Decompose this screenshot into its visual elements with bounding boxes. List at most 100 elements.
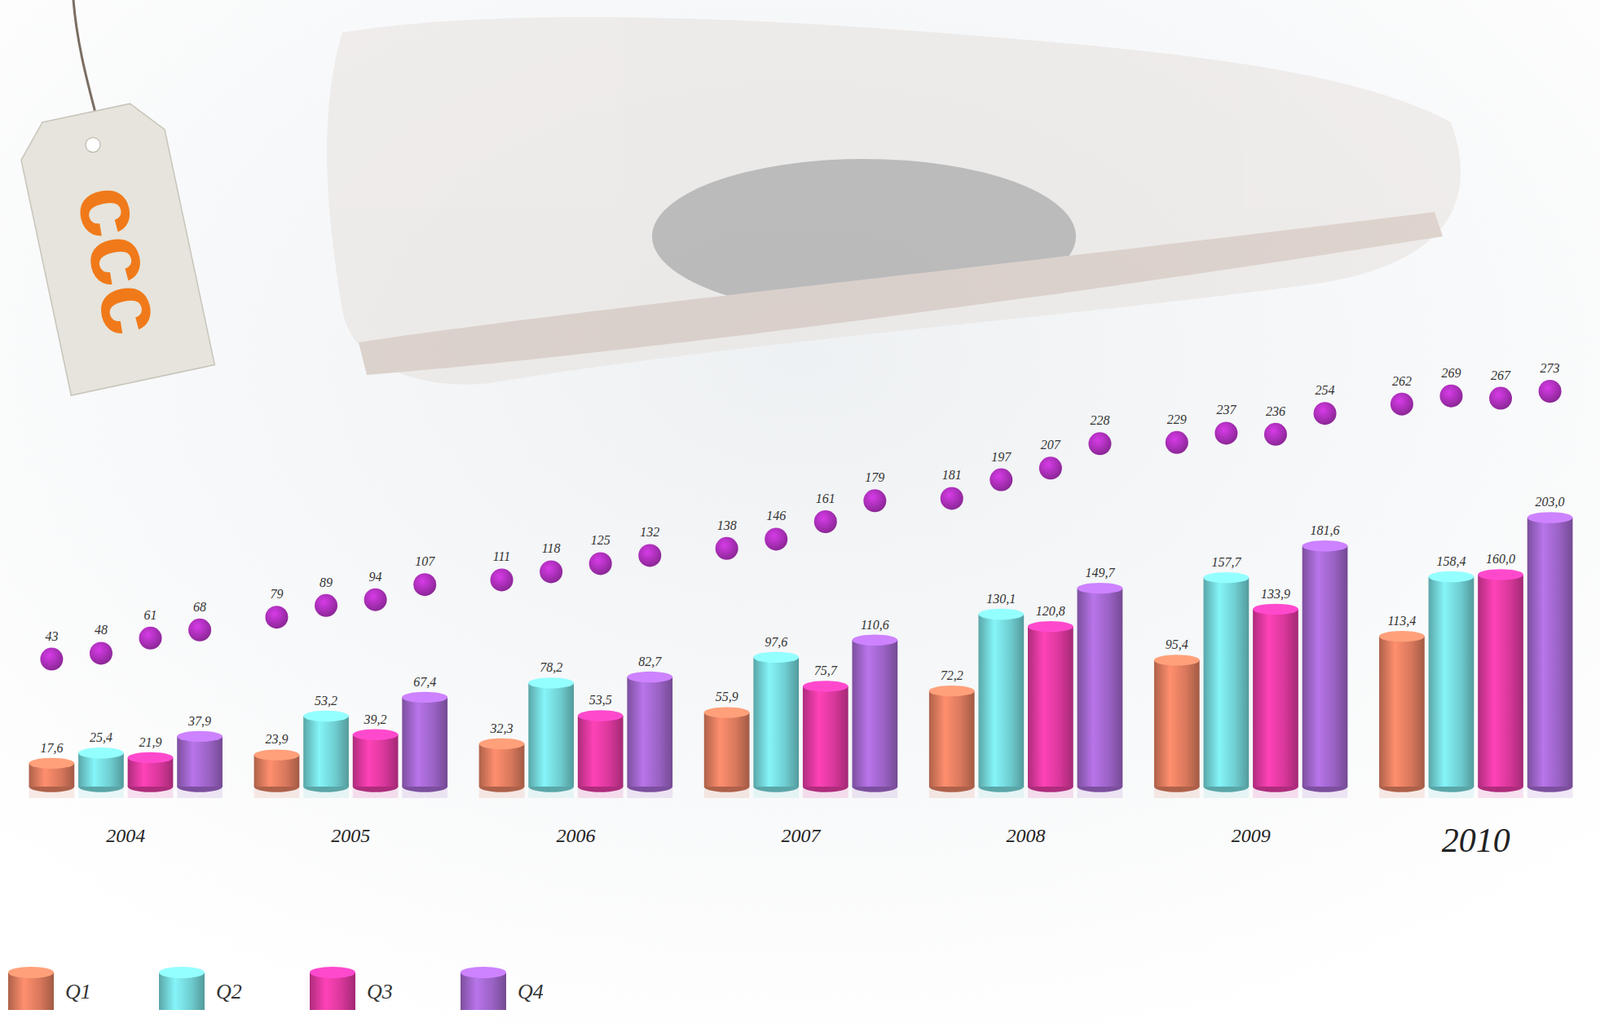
bar-label: 113,4 xyxy=(1387,613,1416,628)
bar-label: 110,6 xyxy=(860,617,890,632)
bar-cap xyxy=(479,738,525,750)
legend-item: Q1 xyxy=(8,966,92,1010)
dot-label: 181 xyxy=(942,467,962,482)
plot-area xyxy=(29,379,1574,798)
tag-string xyxy=(73,0,98,123)
dot-label: 146 xyxy=(766,508,786,523)
logo-text: ccc xyxy=(57,176,187,344)
bar-cap xyxy=(802,680,849,692)
legend-label: Q3 xyxy=(366,979,393,1004)
dot xyxy=(1088,431,1111,455)
bar-cap xyxy=(1428,571,1475,582)
bar-label: 25,4 xyxy=(89,730,113,745)
legend-swatch-cap xyxy=(8,966,54,979)
dot-label: 107 xyxy=(414,554,436,569)
bar xyxy=(753,656,799,787)
dot-label: 236 xyxy=(1265,404,1286,419)
dot-label: 207 xyxy=(1040,437,1062,452)
shoe-body xyxy=(326,17,1461,384)
bar-label: 203,0 xyxy=(1535,494,1565,509)
dot-label: 197 xyxy=(991,449,1012,464)
bar-label: 82,7 xyxy=(638,654,662,669)
dot xyxy=(364,588,388,612)
background xyxy=(0,0,1600,1023)
category-label: 2008 xyxy=(1006,824,1046,847)
category-label: 2005 xyxy=(330,824,371,847)
bar xyxy=(352,734,399,787)
legend-swatch-cap xyxy=(309,966,356,979)
bar-cap xyxy=(1077,582,1124,594)
shoe-sketch xyxy=(326,17,1461,384)
shoe-sole xyxy=(358,211,1443,375)
category-label: 2009 xyxy=(1231,824,1271,847)
dot xyxy=(589,551,613,575)
dot-label: 61 xyxy=(144,608,158,622)
dot-label: 68 xyxy=(193,599,207,614)
dot xyxy=(39,647,63,671)
tag-card xyxy=(14,97,216,396)
bar xyxy=(577,715,624,787)
bar-cap xyxy=(528,677,574,688)
chart: ccc17,623,932,355,972,295,4113,425,453,2… xyxy=(0,0,1600,1023)
bar-cap xyxy=(1027,621,1074,632)
dot xyxy=(1538,379,1562,403)
bar-cap xyxy=(401,692,448,703)
dot xyxy=(863,489,886,512)
bar xyxy=(1527,517,1574,787)
legend-swatch-cap xyxy=(158,966,205,979)
bar-label: 23,9 xyxy=(264,731,288,746)
bar-cap xyxy=(851,634,898,646)
category-label: 2007 xyxy=(781,824,822,847)
bar-label: 32,3 xyxy=(489,721,514,736)
bar-cap xyxy=(1527,511,1574,523)
dot-label: 118 xyxy=(542,541,561,556)
dot-label: 228 xyxy=(1089,413,1110,428)
bar-cap xyxy=(978,608,1024,620)
dot-label: 262 xyxy=(1392,374,1412,388)
dot-label: 254 xyxy=(1315,383,1336,397)
dot xyxy=(413,573,437,596)
bar xyxy=(1077,588,1124,787)
bar xyxy=(626,677,673,787)
bar xyxy=(1302,546,1349,787)
dot xyxy=(638,543,662,567)
bar xyxy=(1379,636,1425,787)
bar xyxy=(303,716,349,787)
dot xyxy=(539,559,563,583)
bar-label: 97,6 xyxy=(764,634,788,649)
legend-label: Q4 xyxy=(517,979,544,1004)
bar-label: 72,2 xyxy=(940,668,964,683)
bar-cap xyxy=(1379,630,1425,642)
bar-cap xyxy=(78,747,124,759)
bar xyxy=(802,686,849,787)
bar-label: 21,9 xyxy=(139,735,163,750)
dot xyxy=(989,468,1013,492)
category-label: 2006 xyxy=(555,824,596,847)
dot xyxy=(1439,384,1463,408)
legend-swatch-cap xyxy=(460,966,507,979)
dot-label: 79 xyxy=(269,586,283,601)
bar-cap xyxy=(929,685,975,697)
legend-item: Q3 xyxy=(309,966,393,1010)
bar-label: 55,9 xyxy=(715,689,739,704)
dot xyxy=(264,605,288,629)
bar-cap xyxy=(753,652,799,663)
bar-label: 75,7 xyxy=(814,663,838,678)
bar xyxy=(929,691,975,787)
dot xyxy=(89,641,113,665)
dot xyxy=(1039,456,1063,480)
dot xyxy=(1390,392,1414,416)
bar-cap xyxy=(127,752,174,763)
tag-hole xyxy=(83,136,102,154)
bar xyxy=(528,683,574,787)
legend: Q1Q2Q3Q4 xyxy=(8,966,544,1010)
bar-cap xyxy=(254,749,300,760)
bar-label: 78,2 xyxy=(539,660,563,675)
bar-cap xyxy=(1203,572,1250,583)
bar-label: 120,8 xyxy=(1035,603,1066,618)
dot xyxy=(1264,423,1288,446)
bar xyxy=(1252,608,1299,787)
bar xyxy=(1154,660,1200,787)
bar-label: 53,5 xyxy=(589,692,613,707)
dot xyxy=(764,527,788,551)
